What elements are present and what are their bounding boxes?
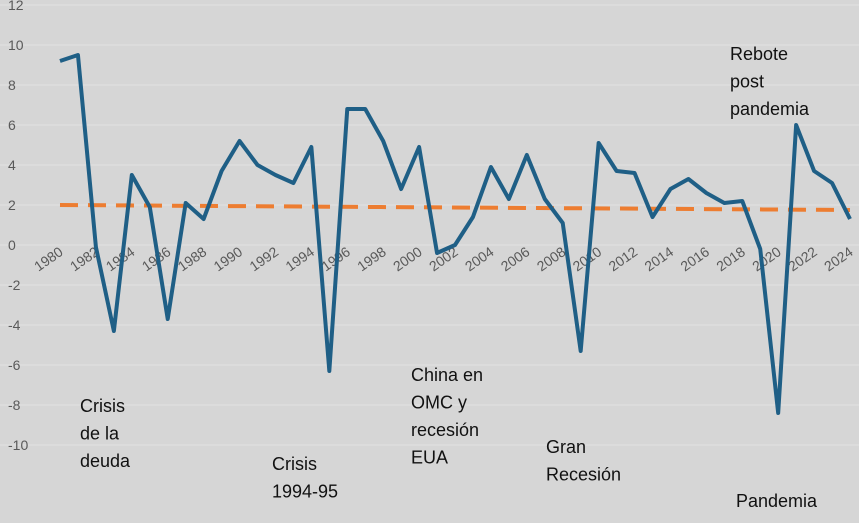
x-tick-label: 1992 bbox=[246, 243, 281, 274]
annotation: post bbox=[730, 72, 764, 92]
series-line bbox=[59, 53, 852, 415]
x-tick-label: 2016 bbox=[677, 243, 712, 274]
y-tick-label: 10 bbox=[8, 37, 24, 53]
x-tick-label: 1998 bbox=[354, 243, 389, 274]
y-tick-label: -8 bbox=[8, 397, 21, 413]
annotation: Recesión bbox=[546, 465, 621, 485]
annotation: EUA bbox=[411, 448, 448, 468]
annotation: Crisis bbox=[80, 396, 125, 416]
y-tick-label: -10 bbox=[8, 437, 28, 453]
y-tick-label: -4 bbox=[8, 317, 21, 333]
y-tick-label: -6 bbox=[8, 357, 21, 373]
annotation: pandemia bbox=[730, 99, 810, 119]
x-tick-label: 2020 bbox=[749, 243, 784, 274]
y-tick-label: 8 bbox=[8, 77, 16, 93]
annotation: Pandemia bbox=[736, 491, 818, 511]
x-tick-label: 2018 bbox=[713, 243, 748, 274]
annotation: Crisis bbox=[272, 454, 317, 474]
x-tick-label: 2012 bbox=[606, 243, 641, 274]
x-tick-label: 2006 bbox=[498, 243, 533, 274]
annotation: recesión bbox=[411, 420, 479, 440]
x-tick-label: 2000 bbox=[390, 243, 425, 274]
annotation: deuda bbox=[80, 451, 131, 471]
y-tick-label: 0 bbox=[8, 237, 16, 253]
annotation: 1994-95 bbox=[272, 482, 338, 502]
x-tick-label: 2002 bbox=[426, 243, 461, 274]
annotation: Rebote bbox=[730, 44, 788, 64]
annotation: China en bbox=[411, 365, 483, 385]
x-tick-label: 2008 bbox=[534, 243, 569, 274]
annotation: de la bbox=[80, 424, 120, 444]
y-tick-label: 4 bbox=[8, 157, 16, 173]
y-tick-label: -2 bbox=[8, 277, 21, 293]
y-tick-label: 12 bbox=[8, 0, 24, 13]
x-tick-label: 2004 bbox=[462, 243, 497, 274]
x-tick-label: 1990 bbox=[211, 243, 246, 274]
annotation: Gran bbox=[546, 437, 586, 457]
x-tick-label: 1994 bbox=[282, 243, 317, 274]
x-tick-label: 2024 bbox=[821, 243, 856, 274]
y-tick-label: 6 bbox=[8, 117, 16, 133]
x-tick-label: 1980 bbox=[31, 243, 66, 274]
trend-line bbox=[59, 203, 851, 212]
annotation: OMC y bbox=[411, 393, 467, 413]
y-tick-label: 2 bbox=[8, 197, 16, 213]
x-tick-label: 2014 bbox=[641, 243, 676, 274]
